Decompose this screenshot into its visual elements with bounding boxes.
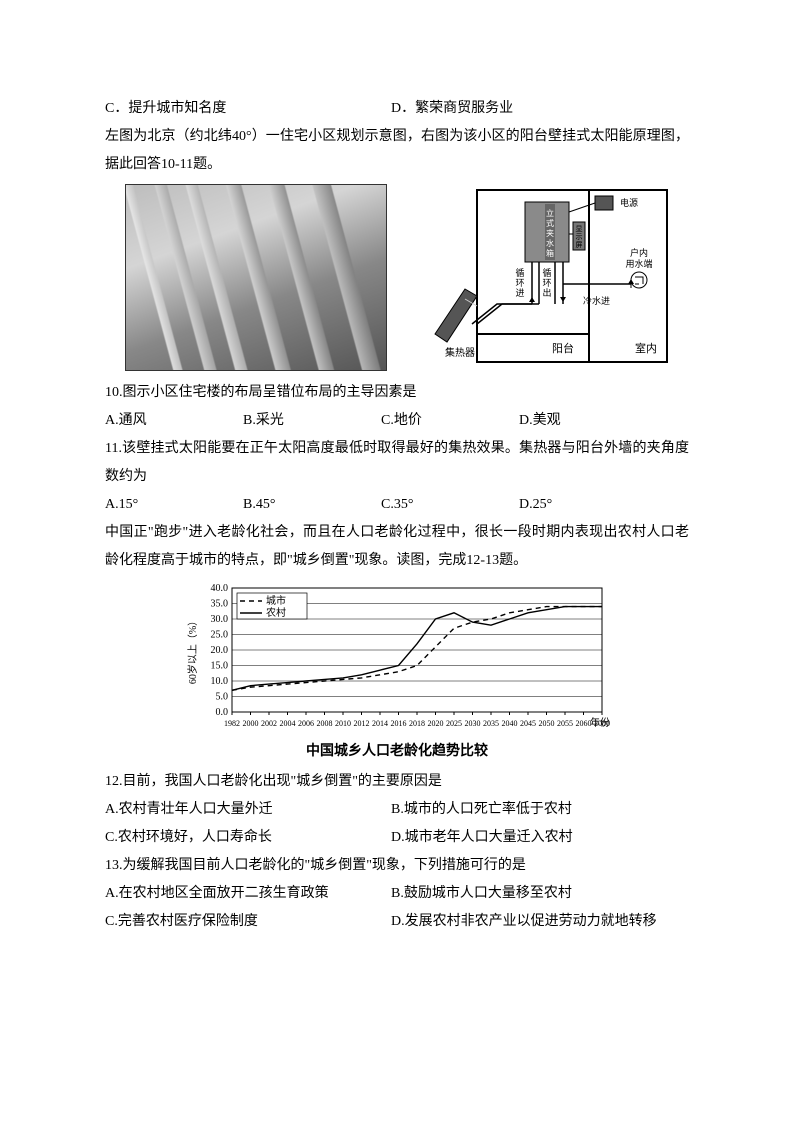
diagram-label-power: 电源 xyxy=(620,197,638,208)
q10-options: A.通风 B.采光 C.地价 D.美观 xyxy=(105,407,689,435)
chart-title: 中国城乡人口老龄化趋势比较 xyxy=(182,738,612,766)
svg-text:显: 显 xyxy=(576,225,583,233)
q11-c: C.35° xyxy=(381,491,519,519)
q11-stem: 11.该壁挂式太阳能要在正午太阳高度最低时取得最好的集热效果。集热器与阳台外墙的… xyxy=(105,435,689,491)
q11-options: A.15° B.45° C.35° D.25° xyxy=(105,491,689,519)
q13-c: C.完善农村医疗保险制度 xyxy=(105,908,391,936)
svg-text:2050: 2050 xyxy=(539,719,555,728)
svg-text:2016: 2016 xyxy=(391,719,407,728)
q13-options-row2: C.完善农村医疗保险制度 D.发展农村非农产业以促进劳动力就地转移 xyxy=(105,908,689,936)
svg-text:水: 水 xyxy=(546,238,554,248)
svg-text:屏: 屏 xyxy=(576,241,583,249)
diagram-label-room: 室内 xyxy=(635,341,657,355)
q10-c: C.地价 xyxy=(381,407,519,435)
figure-row-q10-11: 立 式 夹 水 箱 电源 显 示 屏 户内 用水端 xyxy=(125,184,689,371)
q10-a: A.通风 xyxy=(105,407,243,435)
q11-d: D.25° xyxy=(519,491,657,519)
svg-text:示: 示 xyxy=(576,233,583,241)
svg-text:20.0: 20.0 xyxy=(211,645,229,656)
diagram-label-indoor: 户内 xyxy=(630,247,648,258)
svg-text:环: 环 xyxy=(542,278,551,288)
diagram-label-collector: 集热器 xyxy=(445,346,475,359)
svg-text:2030: 2030 xyxy=(465,719,481,728)
diagram-label-circ-in: 循 xyxy=(515,267,524,278)
q13-a: A.在农村地区全面放开二孩生育政策 xyxy=(105,880,391,908)
prev-question-options: C．提升城市知名度 D．繁荣商贸服务业 xyxy=(105,95,689,123)
svg-text:农村: 农村 xyxy=(266,606,286,619)
q13-options-row1: A.在农村地区全面放开二孩生育政策 B.鼓励城市人口大量移至农村 xyxy=(105,880,689,908)
svg-text:进: 进 xyxy=(515,288,524,298)
svg-text:25.0: 25.0 xyxy=(211,630,229,641)
q12-stem: 12.目前，我国人口老龄化出现"城乡倒置"的主要原因是 xyxy=(105,768,689,796)
svg-text:2014: 2014 xyxy=(372,719,388,728)
svg-text:2012: 2012 xyxy=(354,719,370,728)
q12-c: C.农村环境好，人口寿命长 xyxy=(105,824,391,852)
svg-text:2055: 2055 xyxy=(557,719,573,728)
svg-text:2000: 2000 xyxy=(243,719,259,728)
svg-text:60岁以上（%）: 60岁以上（%） xyxy=(186,616,199,684)
svg-text:10.0: 10.0 xyxy=(211,676,229,687)
svg-text:2045: 2045 xyxy=(520,719,536,728)
q12-d: D.城市老年人口大量迁入农村 xyxy=(391,824,573,852)
diagram-label-tank: 立 xyxy=(546,208,554,218)
svg-text:环: 环 xyxy=(515,278,524,288)
svg-text:2035: 2035 xyxy=(483,719,499,728)
q11-a: A.15° xyxy=(105,491,243,519)
svg-text:年份: 年份 xyxy=(590,716,610,729)
svg-text:出: 出 xyxy=(542,287,551,298)
svg-text:夹: 夹 xyxy=(546,228,554,238)
q12-a: A.农村青壮年人口大量外迁 xyxy=(105,796,391,824)
option-c: C．提升城市知名度 xyxy=(105,95,391,123)
diagram-label-balcony: 阳台 xyxy=(552,341,574,355)
svg-text:用水端: 用水端 xyxy=(625,258,652,269)
svg-text:35.0: 35.0 xyxy=(211,599,229,610)
svg-text:2020: 2020 xyxy=(428,719,444,728)
svg-text:5.0: 5.0 xyxy=(216,692,229,703)
svg-text:2004: 2004 xyxy=(280,719,296,728)
intro-q10-11: 左图为北京（约北纬40°）一住宅小区规划示意图，右图为该小区的阳台壁挂式太阳能原… xyxy=(105,123,689,179)
option-d: D．繁荣商贸服务业 xyxy=(391,95,513,123)
svg-text:1982: 1982 xyxy=(224,719,240,728)
svg-text:2040: 2040 xyxy=(502,719,518,728)
svg-text:2018: 2018 xyxy=(409,719,425,728)
q13-stem: 13.为缓解我国目前人口老龄化的"城乡倒置"现象，下列措施可行的是 xyxy=(105,852,689,880)
svg-text:2002: 2002 xyxy=(261,719,277,728)
svg-text:2008: 2008 xyxy=(317,719,333,728)
svg-text:箱: 箱 xyxy=(546,248,554,258)
svg-text:城市: 城市 xyxy=(266,594,286,607)
svg-text:2025: 2025 xyxy=(446,719,462,728)
svg-text:2010: 2010 xyxy=(335,719,351,728)
solar-heater-diagram: 立 式 夹 水 箱 电源 显 示 屏 户内 用水端 xyxy=(417,184,672,369)
svg-text:0.0: 0.0 xyxy=(216,707,229,718)
q12-options-row2: C.农村环境好，人口寿命长 D.城市老年人口大量迁入农村 xyxy=(105,824,689,852)
q10-d: D.美观 xyxy=(519,407,657,435)
intro-q12-13: 中国正"跑步"进入老龄化社会，而且在人口老龄化过程中，很长一段时期内表现出农村人… xyxy=(105,519,689,575)
svg-text:40.0: 40.0 xyxy=(211,583,229,594)
q13-b: B.鼓励城市人口大量移至农村 xyxy=(391,880,572,908)
svg-text:式: 式 xyxy=(546,218,554,228)
q11-b: B.45° xyxy=(243,491,381,519)
residential-photo xyxy=(125,184,387,371)
q12-b: B.城市的人口死亡率低于农村 xyxy=(391,796,572,824)
svg-text:2006: 2006 xyxy=(298,719,314,728)
svg-text:30.0: 30.0 xyxy=(211,614,229,625)
svg-text:15.0: 15.0 xyxy=(211,661,229,672)
q10-b: B.采光 xyxy=(243,407,381,435)
q12-options-row1: A.农村青壮年人口大量外迁 B.城市的人口死亡率低于农村 xyxy=(105,796,689,824)
q10-stem: 10.图示小区住宅楼的布局呈错位布局的主导因素是 xyxy=(105,379,689,407)
aging-chart: 0.0 5.0 10.0 15.0 20.0 25.0 30.0 35.0 40.0 60岁以上（… xyxy=(182,580,612,766)
q13-d: D.发展农村非农产业以促进劳动力就地转移 xyxy=(391,908,657,936)
diagram-label-cold: 冷水进 xyxy=(583,295,610,306)
diagram-label-circ-out: 循 xyxy=(542,267,551,278)
